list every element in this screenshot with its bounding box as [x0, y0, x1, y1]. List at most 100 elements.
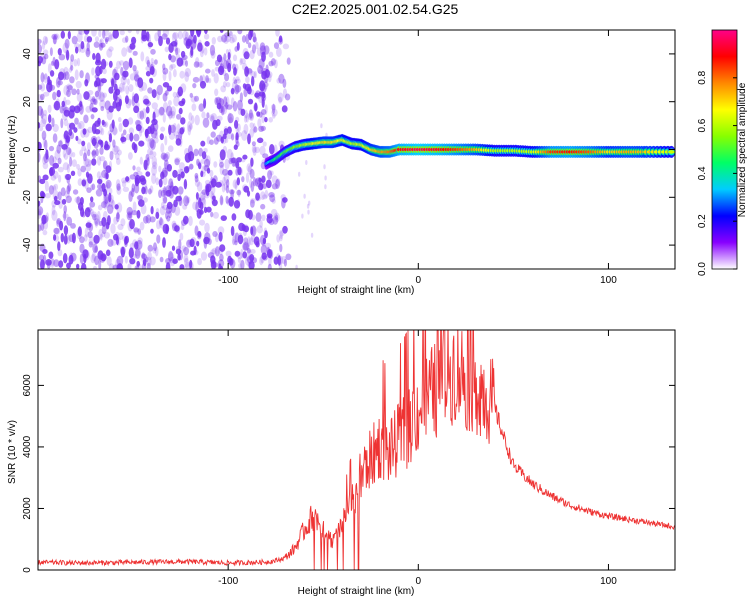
noise-dot [225, 48, 229, 55]
noise-dot [261, 93, 267, 102]
noise-dot [210, 259, 216, 267]
noise-dot [189, 92, 193, 98]
noise-dot [230, 189, 234, 200]
noise-dot [99, 182, 104, 192]
noise-dot [266, 215, 273, 224]
noise-dot [145, 56, 150, 65]
noise-dot [219, 161, 224, 168]
noise-dot [255, 241, 260, 248]
noise-dot [282, 225, 288, 234]
noise-dot [121, 177, 127, 184]
noise-dot [197, 258, 203, 266]
noise-dot [223, 133, 227, 140]
noise-dot [64, 38, 70, 49]
noise-dot [95, 90, 102, 100]
noise-dot [252, 177, 256, 187]
noise-dot [83, 128, 90, 138]
noise-dot [133, 228, 140, 234]
noise-dot [264, 189, 269, 199]
noise-dot [282, 78, 287, 89]
noise-dot [91, 150, 96, 156]
noise-dot [102, 68, 107, 75]
spectrogram-x-tick-label: 0 [416, 275, 422, 286]
noise-dot [168, 178, 174, 189]
noise-dot [255, 192, 260, 201]
noise-dot [160, 189, 167, 197]
noise-dot [204, 222, 210, 233]
noise-dot [151, 118, 158, 126]
noise-dot [107, 215, 111, 226]
noise-dot [276, 234, 281, 243]
noise-dot [42, 91, 50, 97]
noise-dot [160, 152, 167, 160]
noise-dot [278, 73, 285, 84]
noise-dot [282, 43, 290, 50]
noise-dot [231, 133, 235, 141]
noise-dot [190, 30, 195, 37]
noise-dot [77, 30, 83, 35]
noise-dot [211, 69, 215, 77]
noise-dot [66, 177, 71, 184]
noise-dot [228, 30, 234, 39]
noise-dot [132, 65, 137, 72]
noise-dot [185, 40, 191, 49]
noise-dot [132, 201, 137, 212]
noise-dot [43, 72, 48, 84]
noise-dot [95, 148, 99, 157]
noise-dot [269, 144, 275, 155]
noise-dot [67, 30, 71, 40]
noise-dot [201, 189, 208, 195]
noise-dot [228, 117, 234, 124]
noise-dot [107, 204, 114, 215]
noise-dot [79, 149, 84, 157]
noise-dot [58, 71, 65, 81]
noise-dot [243, 51, 250, 60]
noise-dot [230, 152, 234, 160]
noise-dot [221, 184, 226, 193]
noise-dot [97, 250, 104, 260]
noise-dot [101, 201, 107, 209]
noise-dot [168, 53, 172, 61]
noise-dot [90, 98, 97, 105]
noise-dot [42, 156, 47, 165]
noise-dot [303, 193, 306, 199]
noise-dot [147, 39, 152, 50]
noise-dot [227, 255, 233, 265]
noise-dot [102, 160, 108, 170]
noise-dot [240, 259, 245, 269]
noise-dot [172, 45, 178, 52]
noise-dot [129, 73, 136, 81]
noise-dot [179, 264, 185, 269]
noise-dot [101, 224, 107, 235]
noise-dot [192, 83, 197, 89]
noise-dot [235, 78, 241, 84]
noise-dot [44, 180, 49, 192]
snr-frame [37, 329, 676, 571]
noise-dot [91, 107, 98, 113]
noise-dot [168, 110, 173, 120]
noise-dot [92, 250, 96, 262]
noise-dot [63, 225, 69, 236]
noise-dot [184, 67, 191, 77]
noise-dot [232, 76, 236, 84]
noise-dot [225, 35, 232, 43]
noise-dot [162, 193, 168, 205]
noise-dot [254, 92, 260, 98]
noise-dot [250, 198, 256, 204]
noise-dot [52, 56, 56, 67]
noise-dot [162, 113, 166, 123]
noise-dot [98, 30, 102, 38]
noise-dot [79, 243, 85, 254]
noise-dot [152, 161, 158, 170]
noise-dot [46, 260, 51, 269]
noise-dot [112, 145, 119, 155]
noise-dot [179, 70, 185, 79]
noise-dot [147, 148, 154, 156]
noise-dot [58, 174, 62, 183]
noise-dot [258, 177, 262, 183]
noise-dot [101, 119, 105, 126]
noise-dot [151, 165, 158, 176]
noise-dot [152, 151, 157, 157]
noise-dot [275, 179, 280, 189]
